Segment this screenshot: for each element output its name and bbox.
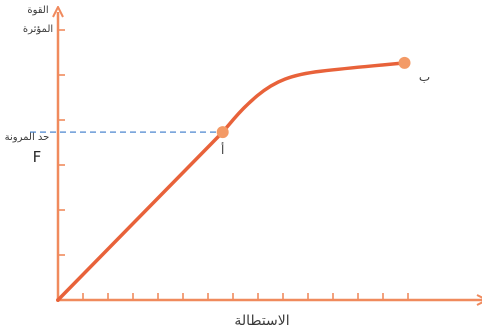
curve-point-a xyxy=(216,126,229,139)
y-axis-label-line1: القوة xyxy=(27,5,48,16)
force-extension-curve xyxy=(56,61,407,302)
y-axis-label-line2: المؤثرة xyxy=(23,24,53,35)
curve-point-label-b: ب xyxy=(419,70,430,84)
curve-points: أب xyxy=(216,56,430,157)
curve-point-label-a: أ xyxy=(221,142,224,157)
x-axis-label: الاستطالة xyxy=(234,313,289,329)
elastic-limit-symbol: F xyxy=(33,148,42,166)
curve-point-b xyxy=(398,56,411,69)
elastic-limit-label: حد المرونة xyxy=(5,132,50,143)
